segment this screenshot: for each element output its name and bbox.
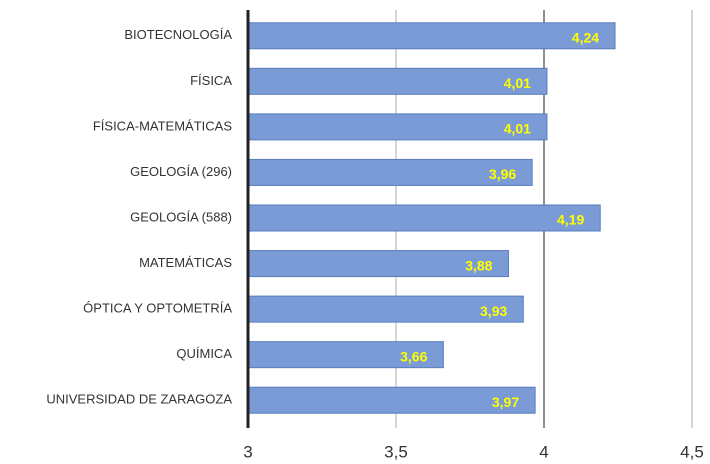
y-tick-label: ÓPTICA Y OPTOMETRÍA bbox=[83, 301, 232, 316]
y-tick-label: FÍSICA bbox=[190, 73, 232, 88]
x-tick-label: 4,5 bbox=[680, 442, 704, 461]
y-tick-label: GEOLOGÍA (588) bbox=[130, 209, 232, 224]
y-tick-label: QUÍMICA bbox=[176, 346, 232, 361]
value-label: 3,88 bbox=[465, 257, 492, 273]
y-tick-label: BIOTECNOLOGÍA bbox=[124, 27, 232, 42]
value-label: 4,01 bbox=[504, 121, 531, 137]
x-tick-label: 4 bbox=[539, 442, 548, 461]
bar bbox=[247, 204, 601, 232]
y-tick-label: UNIVERSIDAD DE ZARAGOZA bbox=[46, 392, 232, 407]
value-label: 4,24 bbox=[572, 29, 599, 45]
value-label: 3,66 bbox=[400, 348, 427, 364]
bar bbox=[247, 341, 444, 369]
x-tick-label: 3 bbox=[243, 442, 252, 461]
x-tick-label: 3,5 bbox=[384, 442, 408, 461]
value-label: 3,96 bbox=[489, 166, 516, 182]
value-label: 3,93 bbox=[480, 303, 507, 319]
y-tick-label: FÍSICA-MATEMÁTICAS bbox=[93, 118, 232, 133]
value-label: 4,01 bbox=[504, 75, 531, 91]
bar bbox=[247, 386, 536, 414]
value-label: 4,19 bbox=[557, 212, 584, 228]
y-tick-label: MATEMÁTICAS bbox=[139, 255, 232, 270]
bar bbox=[247, 113, 548, 141]
bar bbox=[247, 250, 509, 278]
bar bbox=[247, 295, 524, 323]
bar bbox=[247, 22, 616, 50]
bar bbox=[247, 67, 548, 95]
y-tick-label: GEOLOGÍA (296) bbox=[130, 164, 232, 179]
value-label: 3,97 bbox=[492, 394, 519, 410]
bar bbox=[247, 158, 533, 186]
